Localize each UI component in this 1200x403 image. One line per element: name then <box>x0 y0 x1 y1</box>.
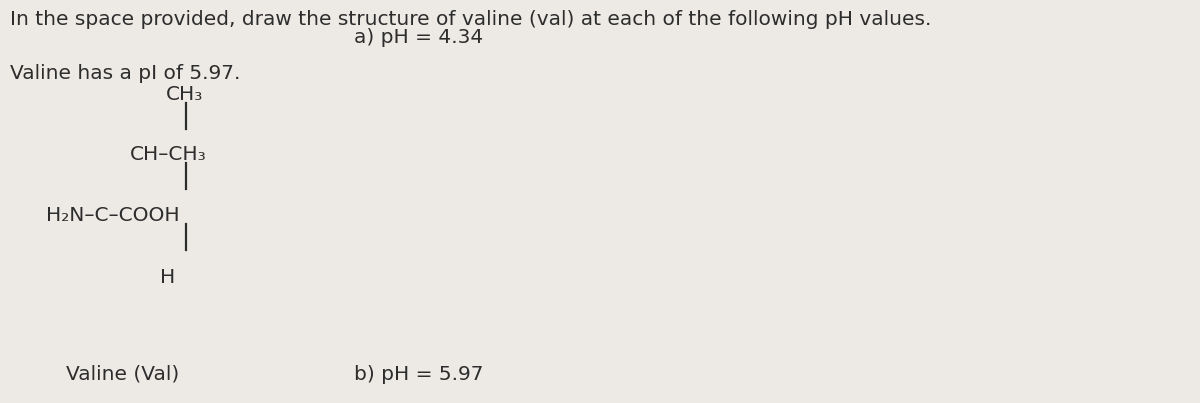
Text: Valine has a pI of 5.97.: Valine has a pI of 5.97. <box>10 64 240 83</box>
Text: Valine (Val): Valine (Val) <box>66 365 179 384</box>
Text: H₂N–C–COOH: H₂N–C–COOH <box>46 206 179 224</box>
Text: CH–CH₃: CH–CH₃ <box>130 145 206 164</box>
Text: b) pH = 5.97: b) pH = 5.97 <box>354 365 484 384</box>
Text: CH₃: CH₃ <box>166 85 203 104</box>
Text: a) pH = 4.34: a) pH = 4.34 <box>354 28 484 47</box>
Text: H: H <box>160 268 175 287</box>
Text: In the space provided, draw the structure of valine (val) at each of the followi: In the space provided, draw the structur… <box>10 10 931 29</box>
